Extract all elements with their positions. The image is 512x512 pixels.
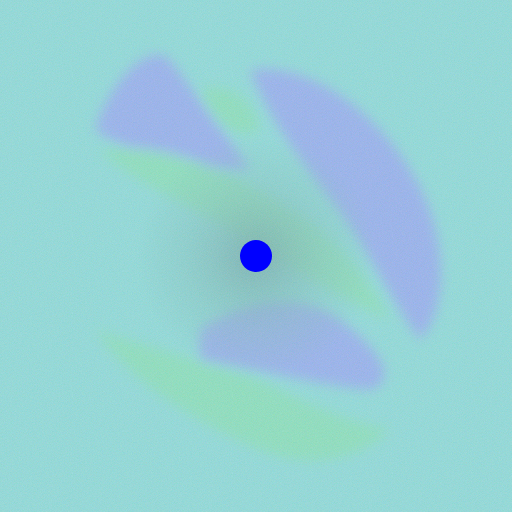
center-dot-icon — [240, 240, 272, 272]
